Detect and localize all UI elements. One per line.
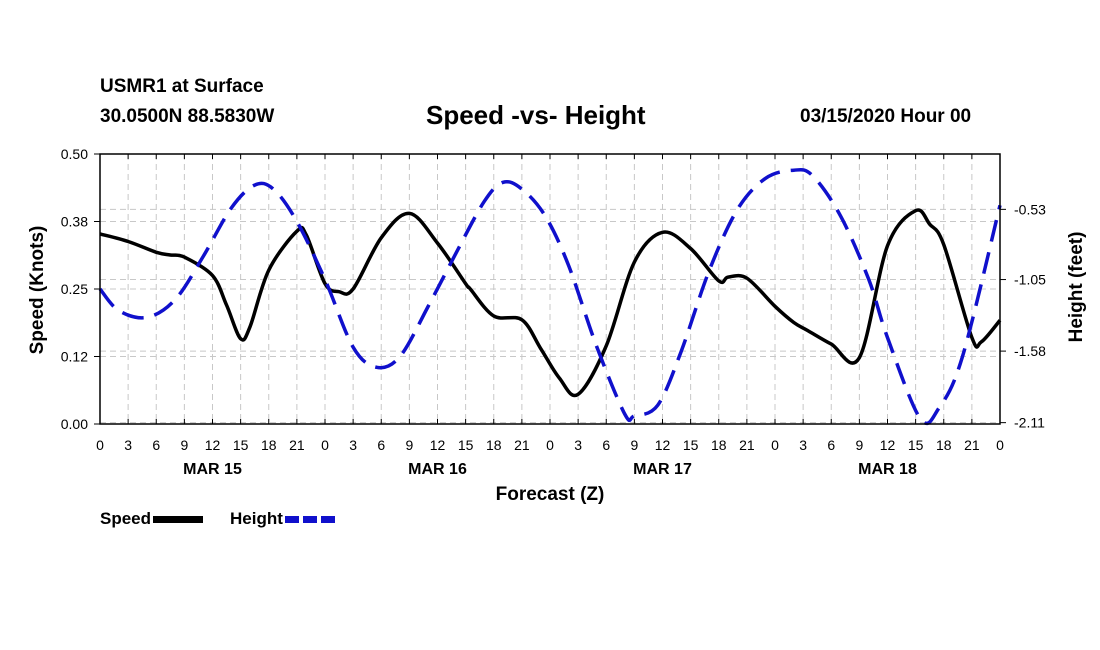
- chart-title: Speed -vs- Height: [426, 100, 646, 130]
- y-tick-label: 0.38: [61, 214, 88, 230]
- grid-lines: [100, 154, 1000, 424]
- x-tick-label: 12: [655, 437, 671, 453]
- coordinates-label: 30.0500N 88.5830W: [100, 106, 275, 127]
- legend-speed-label: Speed: [100, 509, 152, 528]
- x-tick-label: 0: [96, 437, 104, 453]
- day-label: MAR 15: [183, 461, 242, 478]
- x-tick-label: 15: [683, 437, 699, 453]
- x-tick-label: 12: [430, 437, 446, 453]
- x-tick-label: 12: [205, 437, 221, 453]
- x-tick-label: 6: [377, 437, 385, 453]
- x-tick-label: 6: [152, 437, 160, 453]
- x-tick-label: 0: [771, 437, 779, 453]
- x-tick-label: 18: [486, 437, 502, 453]
- speed-series-line: [99, 208, 1002, 398]
- x-tick-label: 12: [880, 437, 896, 453]
- y-tick-label: 0.50: [61, 146, 88, 162]
- forecast-timestamp: 03/15/2020 Hour 00: [800, 106, 972, 127]
- x-axis-label: Forecast (Z): [496, 484, 605, 505]
- axes: 0 3 6 9 12 15 18 21 0 3 6 9 12 15 18 21 0 3 6 9 12 15 18 21 0 3 6 9…: [61, 146, 1046, 478]
- y2-tick-label: -1.58: [1014, 343, 1046, 359]
- x-tick-label: 3: [124, 437, 132, 453]
- x-tick-label: 15: [908, 437, 924, 453]
- x-tick-label: 15: [233, 437, 249, 453]
- x-tick-label: 6: [827, 437, 835, 453]
- x-tick-label: 6: [602, 437, 610, 453]
- day-label: MAR 17: [633, 461, 692, 478]
- data-series: [98, 167, 1002, 426]
- legend-speed: Speed: [100, 509, 204, 529]
- legend-height: Height: [230, 509, 335, 529]
- station-label: USMR1 at Surface: [100, 76, 264, 97]
- x-tick-label: 18: [936, 437, 952, 453]
- x-tick-label: 21: [289, 437, 305, 453]
- legend-speed-swatch: [153, 515, 204, 523]
- y2-axis-label: Height (feet): [1066, 232, 1087, 343]
- x-tick-label: 0: [321, 437, 329, 453]
- day-label: MAR 16: [408, 461, 467, 478]
- y2-tick-label: -0.53: [1014, 201, 1046, 217]
- x-tick-label: 0: [996, 437, 1004, 453]
- y-tick-label: 0.25: [61, 281, 88, 297]
- x-tick-label: 9: [855, 437, 863, 453]
- y-tick-label: 0.00: [61, 416, 88, 432]
- legend-height-swatch: [284, 515, 335, 523]
- day-label: MAR 18: [858, 461, 917, 478]
- x-tick-label: 15: [458, 437, 474, 453]
- y2-tick-label: -1.05: [1014, 272, 1046, 288]
- y2-tick-label: -2.11: [1014, 415, 1045, 431]
- x-tick-label: 0: [546, 437, 554, 453]
- x-tick-label: 9: [630, 437, 638, 453]
- height-series-line: [98, 167, 1002, 426]
- y-axis-label: Speed (Knots): [27, 226, 48, 355]
- x-tick-label: 3: [349, 437, 357, 453]
- x-tick-label: 9: [405, 437, 413, 453]
- legend-height-label: Height: [230, 509, 283, 528]
- y-tick-label: 0.12: [61, 349, 88, 365]
- x-tick-label: 18: [261, 437, 277, 453]
- x-tick-label: 21: [964, 437, 980, 453]
- x-tick-label: 3: [799, 437, 807, 453]
- x-tick-label: 3: [574, 437, 582, 453]
- x-tick-label: 21: [739, 437, 755, 453]
- x-tick-label: 21: [514, 437, 530, 453]
- x-tick-label: 9: [180, 437, 188, 453]
- x-tick-label: 18: [711, 437, 727, 453]
